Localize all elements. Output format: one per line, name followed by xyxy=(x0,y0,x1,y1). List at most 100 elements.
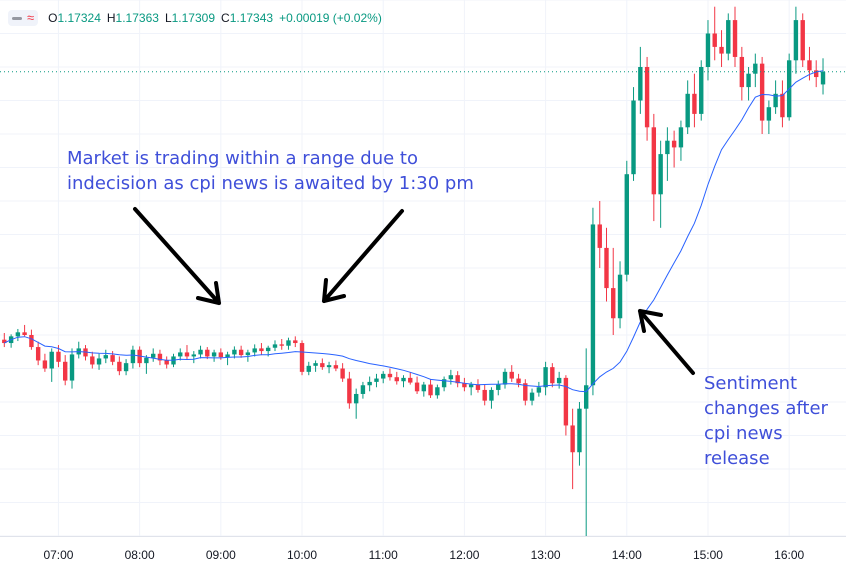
candle-down[interactable] xyxy=(671,130,677,168)
candle-down[interactable] xyxy=(719,30,724,67)
candle-down[interactable] xyxy=(299,340,305,376)
candle-down[interactable] xyxy=(644,56,650,141)
candle-down[interactable] xyxy=(320,358,325,370)
candle-up[interactable] xyxy=(489,387,494,409)
candle-up[interactable] xyxy=(49,348,54,382)
candle-up[interactable] xyxy=(678,120,684,161)
candle-down[interactable] xyxy=(408,372,413,385)
candle-down[interactable] xyxy=(90,351,95,369)
candle-up[interactable] xyxy=(658,140,663,228)
candle-up[interactable] xyxy=(103,349,108,364)
candle-down[interactable] xyxy=(340,363,345,382)
candle-up[interactable] xyxy=(766,100,772,135)
candle-up[interactable] xyxy=(726,13,731,61)
candle-down[interactable] xyxy=(550,363,555,388)
candle-down[interactable] xyxy=(651,113,657,222)
candle-down[interactable] xyxy=(739,46,745,101)
candle-up[interactable] xyxy=(746,67,751,101)
candle-up[interactable] xyxy=(96,353,102,370)
candle-down[interactable] xyxy=(157,349,163,366)
visibility-toggle-icon[interactable] xyxy=(12,16,22,20)
candle-down[interactable] xyxy=(83,345,88,361)
candle-up[interactable] xyxy=(638,46,643,114)
candle-up[interactable] xyxy=(577,402,582,466)
candle-up[interactable] xyxy=(272,340,278,352)
candle-down[interactable] xyxy=(475,379,481,393)
candle-up[interactable] xyxy=(178,348,183,361)
candle-down[interactable] xyxy=(279,339,284,350)
candle-up[interactable] xyxy=(705,20,711,81)
candle-down[interactable] xyxy=(259,343,264,356)
candle-down[interactable] xyxy=(42,353,48,372)
wave-icon[interactable]: ≈ xyxy=(27,10,35,25)
candle-up[interactable] xyxy=(685,80,690,134)
candle-down[interactable] xyxy=(117,356,122,376)
candle-up[interactable] xyxy=(665,127,670,181)
candle-down[interactable] xyxy=(611,247,616,335)
candle-up[interactable] xyxy=(773,80,778,114)
candle-down[interactable] xyxy=(692,73,697,128)
candle-down[interactable] xyxy=(604,227,609,302)
candle-down[interactable] xyxy=(184,345,190,360)
candle-up[interactable] xyxy=(381,371,386,384)
candle-up[interactable] xyxy=(421,381,427,397)
candle-up[interactable] xyxy=(631,87,636,181)
candle-up[interactable] xyxy=(306,361,311,376)
candle-down[interactable] xyxy=(394,371,399,385)
candle-down[interactable] xyxy=(732,6,738,67)
candle-up[interactable] xyxy=(502,368,508,389)
candle-up[interactable] xyxy=(496,380,501,396)
candle-down[interactable] xyxy=(205,347,210,360)
legend-controls[interactable]: ≈ xyxy=(8,10,39,26)
candle-up[interactable] xyxy=(367,376,372,392)
candle-down[interactable] xyxy=(814,60,819,88)
candle-down[interactable] xyxy=(428,379,433,398)
candle-up[interactable] xyxy=(435,384,440,399)
candle-down[interactable] xyxy=(759,56,765,134)
candle-up[interactable] xyxy=(820,58,826,95)
candle-up[interactable] xyxy=(699,60,704,121)
candle-down[interactable] xyxy=(164,356,169,369)
candle-down[interactable] xyxy=(523,379,528,406)
candle-down[interactable] xyxy=(333,360,339,372)
candle-up[interactable] xyxy=(360,381,366,399)
candle-up[interactable] xyxy=(76,341,81,359)
candle-up[interactable] xyxy=(252,344,257,357)
candle-down[interactable] xyxy=(347,371,352,409)
candle-up[interactable] xyxy=(556,371,562,389)
candle-down[interactable] xyxy=(414,376,420,394)
candle-down[interactable] xyxy=(29,329,34,350)
candle-up[interactable] xyxy=(123,359,129,376)
candle-down[interactable] xyxy=(462,377,467,392)
candle-up[interactable] xyxy=(793,6,799,74)
candle-up[interactable] xyxy=(441,376,447,392)
candle-up[interactable] xyxy=(590,207,596,396)
candle-up[interactable] xyxy=(286,337,291,350)
candle-up[interactable] xyxy=(536,381,542,397)
candle-up[interactable] xyxy=(191,351,196,364)
candle-down[interactable] xyxy=(110,351,115,366)
candle-down[interactable] xyxy=(516,373,521,388)
candle-down[interactable] xyxy=(509,365,514,382)
candle-up[interactable] xyxy=(753,53,758,88)
candle-up[interactable] xyxy=(8,334,14,348)
candle-up[interactable] xyxy=(313,360,318,372)
candle-up[interactable] xyxy=(225,351,230,366)
candle-up[interactable] xyxy=(245,349,251,362)
candle-up[interactable] xyxy=(198,345,203,359)
candle-down[interactable] xyxy=(570,408,575,490)
candle-up[interactable] xyxy=(529,388,535,406)
candle-down[interactable] xyxy=(2,332,7,348)
candle-up[interactable] xyxy=(401,375,406,388)
candle-down[interactable] xyxy=(62,355,68,386)
candle-up[interactable] xyxy=(543,361,548,396)
candle-down[interactable] xyxy=(597,201,602,268)
candle-down[interactable] xyxy=(22,324,27,337)
candle-down[interactable] xyxy=(712,6,717,61)
candle-down[interactable] xyxy=(293,336,298,348)
candle-down[interactable] xyxy=(35,341,41,366)
candle-up[interactable] xyxy=(624,160,629,282)
candle-up[interactable] xyxy=(144,355,149,374)
candle-down[interactable] xyxy=(482,384,487,406)
